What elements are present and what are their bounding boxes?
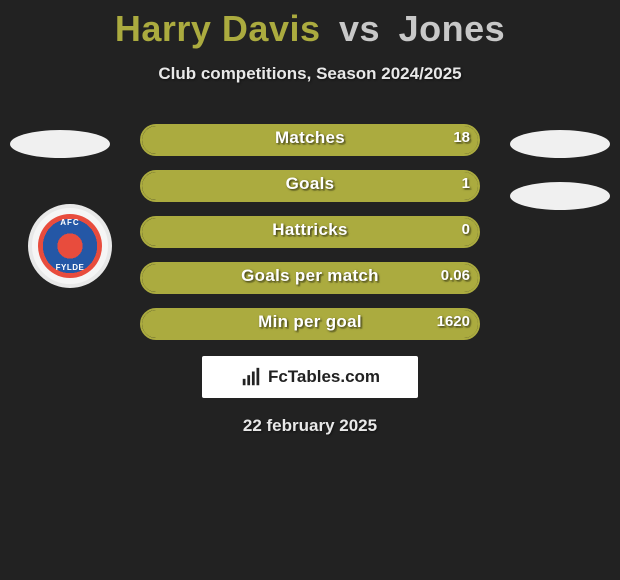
club-badge-text-top: AFC (38, 218, 102, 227)
stat-row: Hattricks 0 (140, 216, 480, 248)
title-vs: vs (339, 8, 380, 49)
stat-value: 1620 (437, 308, 470, 340)
footer-date: 22 february 2025 (0, 416, 620, 436)
avatar-placeholder-right-2 (510, 182, 610, 210)
stat-bars: Matches 18 Goals 1 Hattricks 0 Goals per… (140, 124, 480, 340)
club-badge: AFC FYLDE (28, 204, 112, 288)
avatar-placeholder-left (10, 130, 110, 158)
stat-label: Hattricks (140, 216, 480, 248)
stat-label: Matches (140, 124, 480, 156)
title-player1: Harry Davis (115, 8, 321, 49)
stat-label: Goals per match (140, 262, 480, 294)
stat-value: 0.06 (441, 262, 470, 294)
club-badge-text-bottom: FYLDE (38, 263, 102, 272)
stat-value: 0 (462, 216, 470, 248)
stat-row: Min per goal 1620 (140, 308, 480, 340)
stat-row: Matches 18 (140, 124, 480, 156)
stat-row: Goals per match 0.06 (140, 262, 480, 294)
page-title: Harry Davis vs Jones (0, 0, 620, 50)
stat-value: 1 (462, 170, 470, 202)
stat-row: Goals 1 (140, 170, 480, 202)
club-badge-inner: AFC FYLDE (38, 214, 102, 278)
subtitle: Club competitions, Season 2024/2025 (0, 64, 620, 84)
bar-chart-icon (240, 366, 262, 388)
stat-value: 18 (453, 124, 470, 156)
title-player2: Jones (399, 8, 506, 49)
stat-label: Goals (140, 170, 480, 202)
stats-stage: AFC FYLDE Matches 18 Goals 1 Hattricks (0, 124, 620, 436)
brand-text: FcTables.com (268, 367, 380, 387)
stat-label: Min per goal (140, 308, 480, 340)
brand-box: FcTables.com (202, 356, 418, 398)
avatar-placeholder-right-1 (510, 130, 610, 158)
